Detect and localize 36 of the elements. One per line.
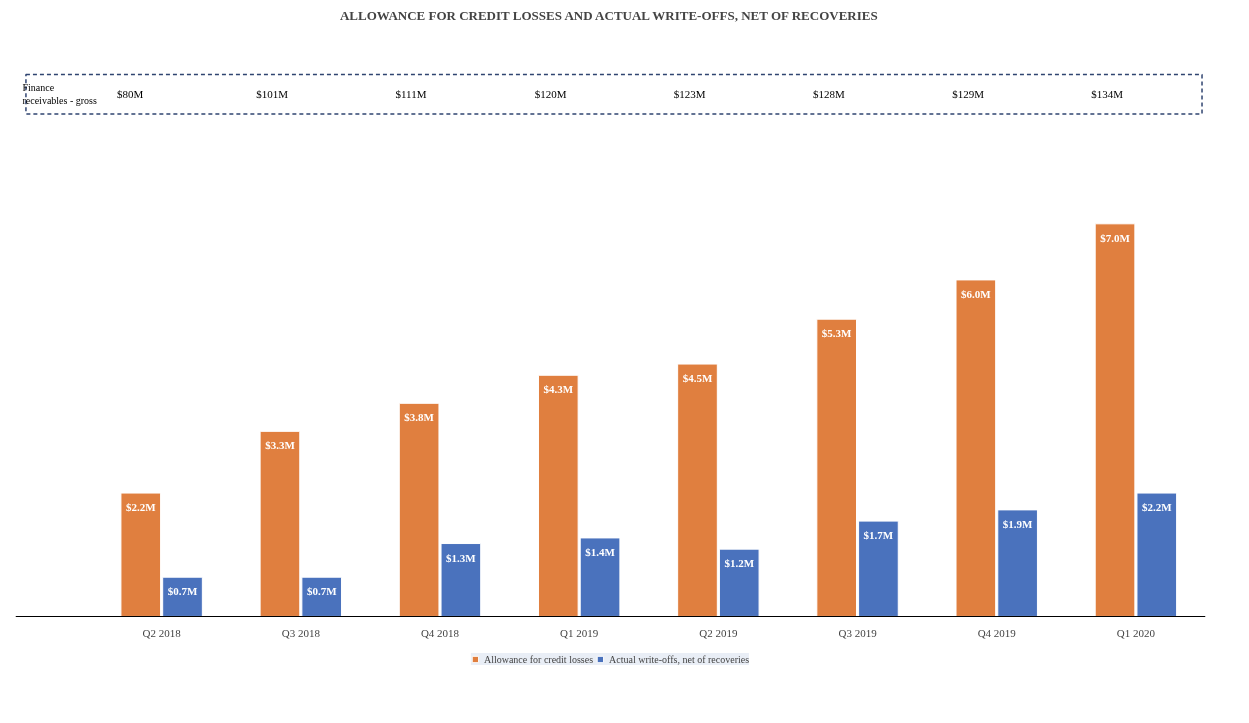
x-tick-label: Q4 2019 — [977, 627, 1017, 640]
text: Finance receivables - gross — [22, 82, 97, 107]
text: $111M — [395, 88, 427, 101]
x-tick-label: Q2 2018 — [142, 627, 182, 640]
data-label: $4.3M — [543, 383, 574, 396]
text: $129M — [952, 88, 985, 101]
text: $123M — [673, 88, 706, 101]
data-label: $2.2M — [125, 501, 157, 514]
data-label: $3.8M — [404, 411, 435, 424]
data-label: $1.2M — [724, 557, 755, 570]
legend-label: Actual write-offs, net of recoveries — [609, 653, 750, 665]
data-label: $4.5M — [682, 372, 713, 385]
data-label: $6.0M — [961, 287, 992, 300]
text: $120M — [534, 88, 567, 101]
data-label: $2.2M — [1141, 501, 1173, 514]
text: $101M — [256, 88, 289, 101]
text: $80M — [117, 88, 144, 101]
x-tick-label: Q4 2018 — [420, 627, 460, 640]
legend-label: Allowance for credit losses — [483, 653, 594, 665]
text: $134M — [1091, 88, 1124, 101]
data-label: $0.7M — [306, 585, 338, 598]
x-tick-label: Q3 2019 — [838, 627, 878, 640]
x-tick-label: Q1 2020 — [1116, 627, 1156, 640]
text: $128M — [813, 88, 846, 101]
data-label: $1.3M — [446, 551, 477, 564]
data-label: $1.9M — [1002, 517, 1034, 530]
data-label: $5.3M — [821, 327, 853, 340]
x-tick-label: Q1 2019 — [560, 627, 599, 640]
x-tick-label: Q2 2019 — [699, 627, 738, 640]
data-label: $1.7M — [863, 529, 894, 542]
data-label: $1.4M — [585, 545, 616, 558]
data-label: $3.3M — [265, 439, 296, 452]
chart-title: ALLOWANCE FOR CREDIT LOSSES AND ACTUAL WRITE-OFFS, NET OF RECOVERIES — [339, 7, 878, 23]
x-tick-label: Q3 2018 — [281, 627, 321, 640]
data-label: $7.0M — [1100, 231, 1131, 244]
data-label: $0.7M — [167, 585, 198, 598]
